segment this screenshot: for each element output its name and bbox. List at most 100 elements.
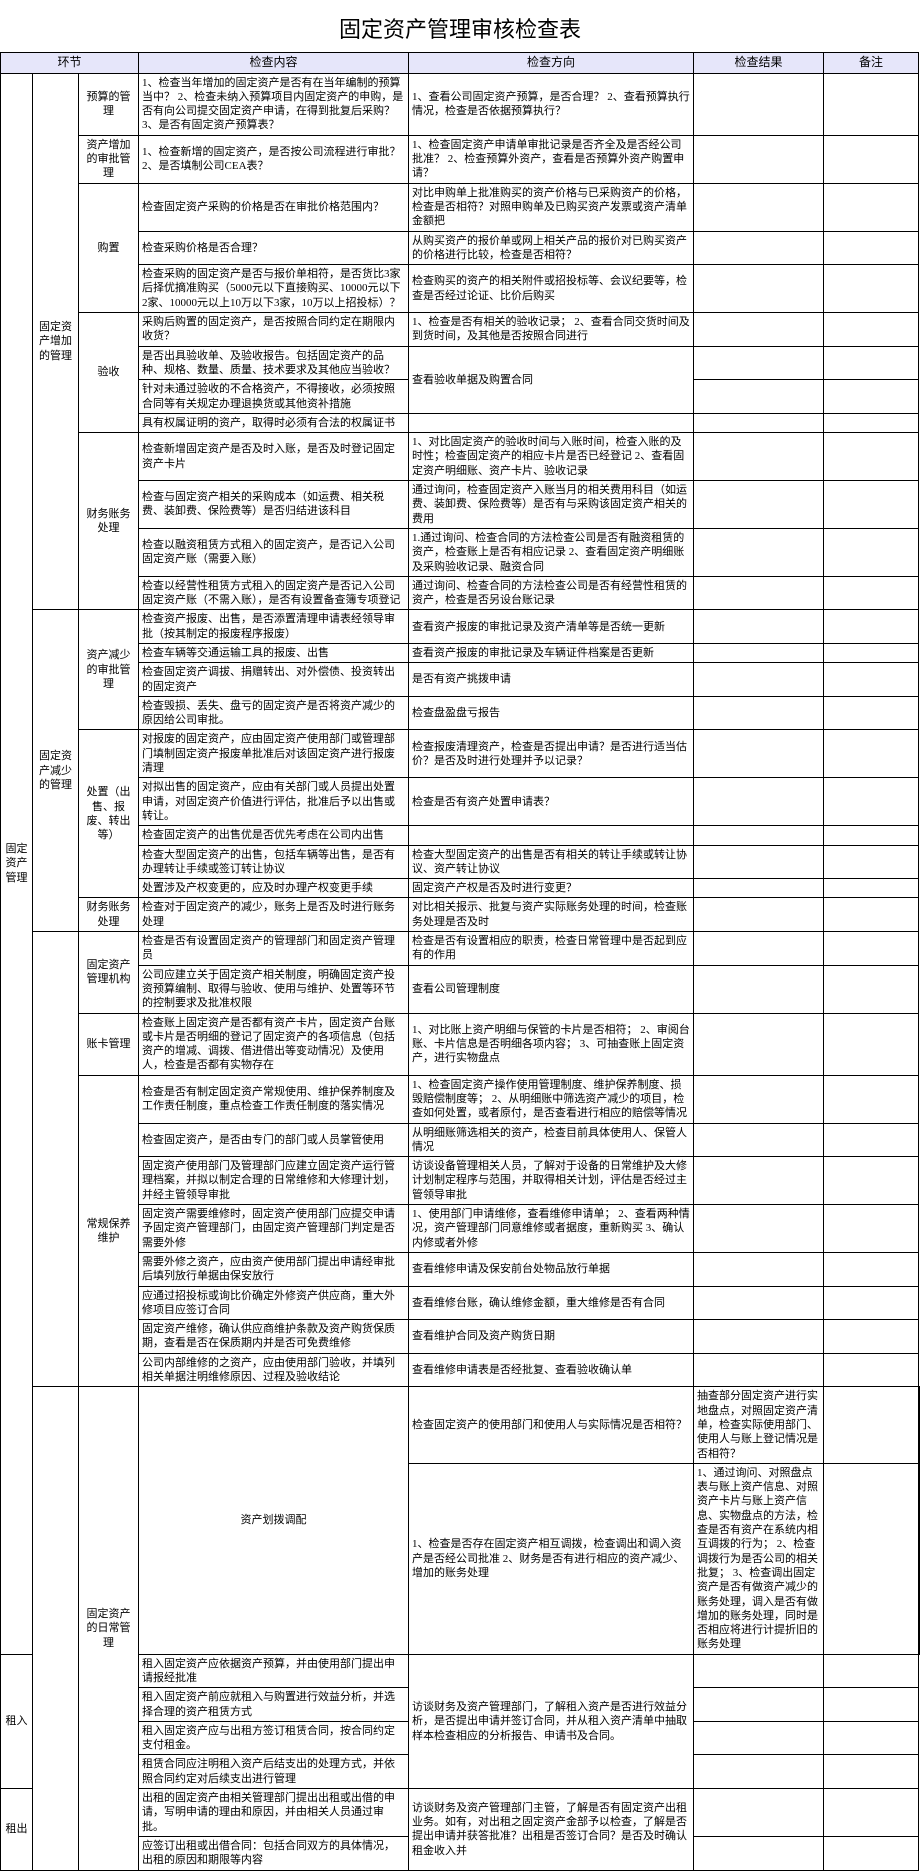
page-title: 固定资产管理审核检查表: [0, 0, 920, 52]
cell-direction: 1、检查是否有相关的验收记录； 2、查看合同交货时间及到货时间，及其他是否按照合…: [409, 313, 694, 347]
col-phase: 环节: [1, 53, 139, 74]
cell-direction: 查看资产报废的审批记录及资产清单等是否统一更新: [409, 610, 694, 644]
cell-direction: 1、通过询问、对照盘点表与账上资产信息、对照资产卡片与账上资产信息、实物盘点的方…: [694, 1463, 824, 1654]
cell-content: 检查固定资产采购的价格是否在审批价格范围内？: [139, 183, 409, 231]
group-blank: [33, 932, 79, 1387]
group-decrease: 固定资产减少的管理: [33, 610, 79, 932]
cell-direction: 检查是否有资产处置申请表？: [409, 778, 694, 826]
cell-direction: 1、对比固定资产的验收时间与入账时间，检查入账的及时性；检查固定资产的相应卡片是…: [409, 433, 694, 481]
cell-direction: 1、对比账上资产明细与保管的卡片是否相符； 2、审阅台账、卡片信息是否明细各项内…: [409, 1013, 694, 1075]
cell-content: 检查以经营性租赁方式租入的固定资产是否记入公司固定资产账（不需入账），是否有设置…: [139, 576, 409, 610]
cell-content: 具有权属证明的资产，取得时必须有合法的权属证书: [139, 413, 409, 432]
cell-content: 检查资产报废、出售，是否添置清理申请表经领导审批（按其制定的报废程序报废）: [139, 610, 409, 644]
col-content: 检查内容: [139, 53, 409, 74]
cell-direction: 访谈财务及资产管理部门主管，了解是否有固定资产出租业务。如有，对出租之固定资产金…: [409, 1789, 694, 1870]
sub-finance: 财务账务处理: [79, 433, 139, 610]
cell-direction: 检查报废清理资产，检查是否提出申请？是否进行适当估价？是否及时进行处理并予以记录…: [409, 730, 694, 778]
cell-content: 需要外修之资产，应由资产使用部门提出申请经审批后填列放行单据由保安放行: [139, 1252, 409, 1286]
audit-table: 环节 检查内容 检查方向 检查结果 备注 固定资产管理 固定资产增加的管理 预算…: [0, 52, 920, 1871]
cell-content: 公司应建立关于固定资产相关制度，明确固定资产投资预算编制、取得与验收、使用与维护…: [139, 965, 409, 1013]
cell-content: 检查采购的固定资产是否与报价单相符，是否货比3家后择优摘准购买（5000元以下直…: [139, 265, 409, 313]
sub-purchase: 购置: [79, 183, 139, 312]
cell-direction: 对比申购单上批准购买的资产价格与已采购资产的价格，检查是否相符？对照申购单及已购…: [409, 183, 694, 231]
cell-direction: 检查大型固定资产的出售是否有相关的转让手续或转让协议、资产转让协议: [409, 845, 694, 879]
cell-content: 租入固定资产应与出租方签订租赁合同，按合同约定支付租金。: [139, 1721, 409, 1755]
col-remark: 备注: [824, 53, 919, 74]
cell-direction: 从明细账筛选相关的资产，检查目前具体使用人、保管人情况: [409, 1123, 694, 1157]
cell-content: 检查固定资产的出售优是否优先考虑在公司内出售: [139, 826, 409, 845]
cell-direction: [409, 826, 694, 845]
cell-content: 检查新增固定资产是否及时入账，是否及时登记固定资产卡片: [139, 433, 409, 481]
sub-allocate: 资产划拨调配: [139, 1387, 409, 1654]
cell-direction: 通过询问、检查合同的方法检查公司是否有经营性租赁的资产，检查是否另设台账记录: [409, 576, 694, 610]
cell-content: 是否出具验收单、及验收报告。包括固定资产的品种、规格、数量、质量、技术要求及其他…: [139, 346, 409, 380]
cell-direction: 查看维修申请及保安前台处物品放行单据: [409, 1252, 694, 1286]
col-direction: 检查方向: [409, 53, 694, 74]
group-asset-mgmt: 固定资产管理: [1, 73, 33, 1654]
sub-dec-approve: 资产减少的审批管理: [79, 610, 139, 730]
cell-direction: 1.通过询问、检查合同的方法检查公司是否有融资租赁的资产，检查账上是否有相应记录…: [409, 528, 694, 576]
cell-content: 检查固定资产，是否由专门的部门或人员掌管使用: [139, 1123, 409, 1157]
cell-remark: [824, 73, 919, 135]
cell-content: 检查是否有制定固定资产常规使用、维护保养制度及工作责任制度，重点检查工作责任制度…: [139, 1075, 409, 1123]
cell-direction: 检查购买的资产的相关附件或招投标等、会议纪要等，检查是否经过论证、比价后购买: [409, 265, 694, 313]
sub-approve: 资产增加的审批管理: [79, 135, 139, 183]
group-increase: 固定资产增加的管理: [33, 73, 79, 610]
sub-rentout: 租出: [1, 1789, 33, 1870]
cell-content: 检查与固定资产相关的采购成本（如运费、相关税费、装卸费、保险费等）是否归结进该科…: [139, 481, 409, 529]
cell-direction: 对比相关报示、批复与资产实际账务处理的时间，检查账务处理是否及时: [409, 898, 694, 932]
cell-content: 应签订出租或出借合同：包括合同双方的具体情况，出租的原因和期限等内容: [139, 1836, 409, 1870]
cell-content: 固定资产使用部门及管理部门应建立固定资产运行管理档案，并拟以制定合理的日常维修和…: [139, 1157, 409, 1205]
cell-direction: 抽查部分固定资产进行实地盘点，对照固定资产清单，检查实际使用部门、使用人与账上登…: [694, 1387, 824, 1463]
cell-content: 对拟出售的固定资产，应由有关部门或人员提出处置申请，对固定资产价值进行评估，批准…: [139, 778, 409, 826]
cell-content: 公司内部维修的之资产，应由使用部门验收，并填列相关单据注明维修原因、过程及验收结…: [139, 1353, 409, 1387]
group-daily: 固定资产的日常管理: [79, 1387, 139, 1870]
cell-content: 检查采购价格是否合理？: [139, 231, 409, 265]
group-blank2: [33, 1387, 79, 1870]
col-result: 检查结果: [694, 53, 824, 74]
cell-direction: 查看验收单据及购置合同: [409, 346, 694, 413]
cell-direction: 1、检查固定资产操作使用管理制度、维护保养制度、损毁赔偿制度等； 2、从明细账中…: [409, 1075, 694, 1123]
cell-content: 检查车辆等交通运输工具的报废、出售: [139, 643, 409, 662]
cell-result: [694, 73, 824, 135]
sub-accept: 验收: [79, 313, 139, 433]
cell-content: 1、检查新增的固定资产，是否按公司流程进行审批？ 2、是否填制公司CEA表？: [139, 135, 409, 183]
cell-content: 固定资产维修，确认供应商维护条款及资产购货保质期，查看是否在保质期内并是否可免费…: [139, 1320, 409, 1354]
cell-direction: 查看资产报废的审批记录及车辆证件档案是否更新: [409, 643, 694, 662]
cell-content: 检查毁损、丢失、盘亏的固定资产是否将资产减少的原因给公司审批。: [139, 696, 409, 730]
cell-content: 出租的固定资产由相关管理部门提出出租或出借的申请，写明申请的理由和原因，并由相关…: [139, 1789, 409, 1837]
sub-org: 固定资产管理机构: [79, 932, 139, 1013]
cell-content: 检查固定资产的使用部门和使用人与实际情况是否相符？: [409, 1387, 694, 1463]
cell-direction: 从购买资产的报价单或网上相关产品的报价对已购买资产的价格进行比较，检查是否相符？: [409, 231, 694, 265]
cell-direction: [409, 413, 694, 432]
cell-direction: 访谈设备管理相关人员，了解对于设备的日常维护及大修计划制定程序与范围，并取得相关…: [409, 1157, 694, 1205]
cell-content: 检查以融资租赁方式租入的固定资产，是否记入公司固定资产账（需要入账）: [139, 528, 409, 576]
cell-content: 租入固定资产应依据资产预算，并由使用部门提出申请报经批准: [139, 1654, 409, 1688]
cell-direction: 通过询问，检查固定资产入账当月的相关费用科目（如运费、装卸费、保险费等）是否有与…: [409, 481, 694, 529]
sub-rentin: 租入: [1, 1654, 33, 1788]
cell-content: 租入固定资产前应就租入与购置进行效益分析，并选择合理的资产租赁方式: [139, 1688, 409, 1722]
cell-direction: 检查盘盈盘亏报告: [409, 696, 694, 730]
cell-direction: 查看维修申请表是否经批复、查看验收确认单: [409, 1353, 694, 1387]
sub-card: 账卡管理: [79, 1013, 139, 1075]
cell-content: 针对未通过验收的不合格资产，不得接收，必须按照合同等有关规定办理退换货或其他资补…: [139, 380, 409, 414]
cell-content: 对报废的固定资产，应由固定资产使用部门或管理部门填制固定资产报废单批准后对该固定…: [139, 730, 409, 778]
cell-content: 采购后购置的固定资产，是否按照合同约定在期限内收货？: [139, 313, 409, 347]
cell-content: 检查固定资产调拔、捐赠转出、对外偿债、投资转出的固定资产: [139, 663, 409, 697]
cell-content: 处置涉及产权变更的，应及时办理产权变更手续: [139, 879, 409, 898]
cell-direction: 固定资产产权是否及时进行变更？: [409, 879, 694, 898]
sub-budget: 预算的管理: [79, 73, 139, 135]
cell-direction: 1、查看公司固定资产预算，是否合理？ 2、查看预算执行情况，检查是否依据预算执行…: [409, 73, 694, 135]
cell-content: 检查大型固定资产的出售，包括车辆等出售，是否有办理转让手续或签订转让协议: [139, 845, 409, 879]
cell-direction: 访谈财务及资产管理部门，了解租入资产是否进行效益分析，是否提出申请并签订合同，并…: [409, 1654, 694, 1788]
cell-content: 检查对于固定资产的减少，账务上是否及时进行账务处理: [139, 898, 409, 932]
sub-dec-finance: 财务账务处理: [79, 898, 139, 932]
cell-direction: 1、使用部门申请维修，查看维修申请单； 2、查看两种情况，资产管理部门同意维修或…: [409, 1205, 694, 1253]
cell-direction: 1、检查固定资产申请单审批记录是否齐全及是否经公司批准？ 2、检查预算外资产，查…: [409, 135, 694, 183]
cell-content: 租赁合同应注明租入资产后结支出的处理方式，并依照合同约定对后续支出进行管理: [139, 1755, 409, 1789]
cell-content: 固定资产需要维修时，固定资产使用部门应提交申请予固定资产管理部门，由固定资产管理…: [139, 1205, 409, 1253]
sub-maintain: 常规保养维护: [79, 1075, 139, 1387]
cell-direction: 检查是否有设置相应的职责，检查日常管理中是否起到应有的作用: [409, 932, 694, 966]
cell-content: 检查是否有设置固定资产的管理部门和固定资产管理员: [139, 932, 409, 966]
cell-direction: 查看维护合同及资产购货日期: [409, 1320, 694, 1354]
